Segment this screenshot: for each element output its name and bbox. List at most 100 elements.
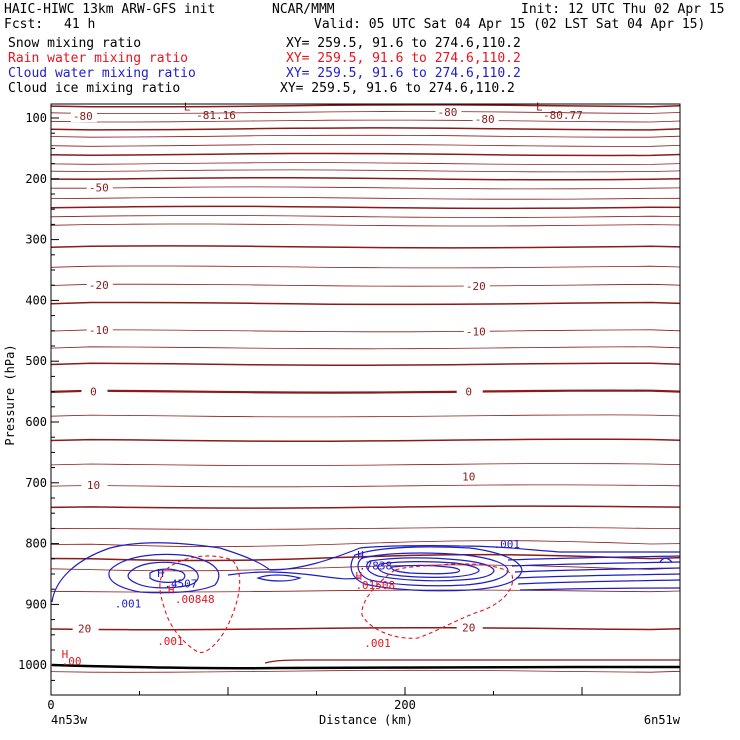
isotherm-label: 10: [87, 479, 100, 492]
isotherm-label: -80: [438, 106, 458, 119]
isotherm-line: [50, 127, 681, 131]
extremum-label: -81.16: [196, 109, 236, 122]
isotherm-line: [50, 215, 681, 218]
cloud-water-contours: [51, 542, 681, 603]
forecast-label: Fcst:: [4, 17, 44, 32]
plot-frame: [50, 103, 681, 696]
x-axis-title: Distance (km): [319, 713, 413, 727]
isotherm-label: -20: [89, 279, 109, 292]
cloud-water-contour: [108, 553, 220, 594]
cloud-water-contour: [391, 564, 461, 575]
isotherm-label-bg: [472, 113, 499, 126]
extremum-label: L: [536, 101, 543, 114]
cloud-water-contour: [517, 579, 681, 585]
isotherm-label: -50: [89, 181, 109, 194]
y-tick-label: 200: [25, 172, 47, 186]
isotherm-label-bg: [463, 325, 490, 338]
extremum-label: H: [157, 567, 164, 580]
isotherm-line: [50, 245, 681, 249]
x-tick-label: 200: [394, 698, 416, 712]
extremum-label: .001: [157, 635, 184, 648]
organization-label: NCAR/MMM: [272, 2, 335, 17]
isotherm-label-bg: [463, 279, 490, 292]
cloud-water-contour: [357, 552, 509, 587]
isotherm-line: [50, 389, 681, 394]
field-xy-cloud-ice: XY= 259.5, 91.6 to 274.6,110.2: [280, 81, 515, 96]
field-xy-rain: XY= 259.5, 91.6 to 274.6,110.2: [286, 51, 521, 66]
isotherm-label-bg: [72, 622, 99, 635]
x-left-endpoint: 4n53w: [51, 713, 88, 727]
extremum-label: .00: [62, 655, 82, 668]
isotherm-line: [50, 362, 681, 366]
isotherm-label: -10: [89, 324, 109, 337]
extremum-label: .001: [364, 637, 391, 650]
y-tick-label: 400: [25, 293, 47, 307]
isotherm-line: [50, 346, 681, 350]
field-xy-snow: XY= 259.5, 91.6 to 274.6,110.2: [286, 36, 521, 51]
isotherm-line: [50, 283, 681, 287]
isotherm-label-bg: [81, 479, 108, 492]
extremum-label: H: [355, 570, 362, 583]
pressure-axis: 100 200 300 400 500 600 700 800 900 1000: [18, 111, 59, 681]
y-tick-label: 700: [25, 476, 47, 490]
field-name-snow: Snow mixing ratio: [8, 36, 142, 51]
isotherm-line: [50, 505, 681, 509]
isotherm-line: [50, 414, 681, 418]
cloud-water-contour: [51, 542, 680, 603]
extremum-label: L: [184, 101, 191, 114]
isotherm-line: [50, 169, 681, 173]
isotherm-line: [50, 152, 681, 157]
isotherm-line: [50, 144, 681, 147]
extremum-label: .00848: [175, 593, 215, 606]
y-tick-label: 800: [25, 537, 47, 551]
isotherm-line: [50, 111, 681, 114]
y-tick-label: 100: [25, 111, 47, 125]
rain-water-contours: [159, 555, 514, 654]
isotherm-label-bg: [435, 105, 462, 118]
isotherm-line: [50, 438, 681, 442]
isotherm-contours: [50, 104, 681, 673]
isotherm-line: [50, 626, 681, 631]
isotherm-line: [50, 484, 681, 488]
extremum-label: H: [62, 648, 69, 661]
rain-water-contour: [361, 563, 514, 639]
y-tick-label: 1000: [18, 658, 47, 672]
cloud-water-contour: [511, 561, 681, 567]
isotherm-label-bg: [456, 385, 483, 398]
isotherm-label: -10: [466, 325, 486, 338]
extremum-label: .01508: [355, 579, 395, 592]
cloud-water-contour: [515, 573, 681, 579]
isotherm-label-bg: [81, 385, 108, 398]
extremum-label: H: [168, 583, 175, 596]
cloud-water-contour: [127, 561, 199, 589]
isotherm-line: [50, 177, 681, 181]
isotherm-label-bg: [456, 621, 483, 634]
isotherm-line: [50, 162, 681, 165]
isotherm-label: 20: [78, 623, 91, 636]
isotherm-line: [50, 329, 681, 333]
extremum-label: .001: [115, 597, 142, 610]
forecast-hours: 41 h: [64, 17, 96, 32]
rain-water-contour: [159, 555, 241, 654]
isotherm-label: 20: [462, 622, 475, 635]
isotherm-line: [50, 589, 681, 593]
isotherm-label-bg: [86, 279, 113, 292]
isotherm-label-bg: [86, 181, 113, 194]
isotherm-label: 10: [462, 471, 475, 484]
cloud-water-contour: [377, 561, 480, 578]
isotherm-label: -80: [73, 110, 93, 123]
surface-theta-line: [264, 659, 680, 664]
isotherm-label: 0: [465, 386, 472, 399]
field-xy-cloud-water: XY= 259.5, 91.6 to 274.6,110.2: [286, 66, 521, 81]
isotherm-line: [50, 119, 681, 123]
extremum-label: H: [357, 549, 364, 562]
isotherm-label: 0: [90, 386, 97, 399]
ground-surface: [51, 659, 680, 670]
x-tick-label: 0: [47, 698, 54, 712]
y-axis-title: Pressure (hPa): [3, 344, 17, 445]
isotherm-line: [50, 463, 681, 467]
extremum-label: .4507: [164, 577, 197, 590]
isotherm-label-bg: [456, 470, 483, 483]
extremum-label: .001: [494, 538, 521, 551]
